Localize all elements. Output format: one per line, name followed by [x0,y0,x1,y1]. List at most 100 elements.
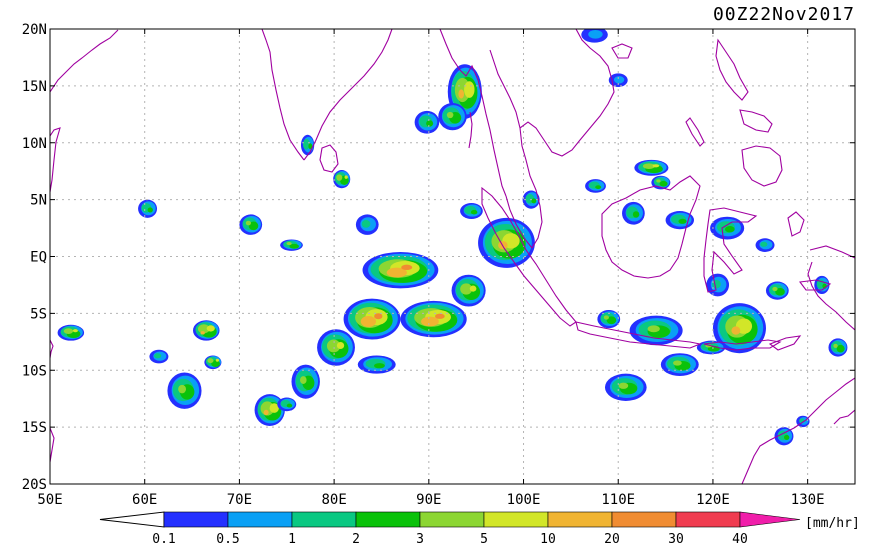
coast-new-guinea [809,245,855,259]
rain-contour [289,243,300,249]
map-title: 00Z22Nov2017 [713,4,855,25]
rain-contour [731,326,741,335]
rain-contour [361,220,371,228]
rain-cell [291,364,320,399]
rain-contour [401,264,413,271]
rain-cell [712,303,766,354]
rain-contour [783,434,790,441]
rain-contour [374,313,383,320]
rain-contour [613,76,625,84]
rain-contour [595,185,602,190]
rain-contour [659,180,668,187]
rain-contour [248,221,259,231]
graticule [50,29,855,484]
rain-contour [446,111,454,119]
coast-malay-west [505,195,533,249]
rain-cell [317,329,355,366]
rain-cell [355,214,379,235]
coast-arabia [50,29,119,93]
coast-maluku [787,211,805,237]
coast-malay-east [489,49,543,249]
rain-layer [57,29,848,446]
colorbar-label: 1 [288,532,296,544]
colorbar-swatch [419,511,485,528]
colorbar-swatch [163,511,229,528]
coast-india-west [261,29,305,161]
colorbar-swatch [675,511,741,528]
rain-cell [660,353,699,376]
lon-tick-label: 50E [37,492,62,508]
rain-contour [531,198,537,204]
coast-philippines-mindanao [741,145,783,187]
rain-contour [775,287,785,296]
rain-contour [386,267,407,278]
rain-contour [760,241,768,247]
rain-cell [581,29,608,43]
rain-cell [451,274,486,307]
rain-cell [608,73,628,88]
rain-contour [470,209,478,215]
coast-seram [798,279,832,291]
rain-contour [460,283,473,295]
colorbar-under-arrow [99,511,165,528]
rain-cell [280,239,303,251]
lat-tick-label: 10N [22,136,47,152]
rain-contour [374,363,385,369]
rain-contour [772,286,778,292]
rain-cell [57,324,85,341]
rain-contour [178,384,187,394]
rain-cell [828,338,848,357]
coast-sulawesi [703,207,758,293]
coast-lesser-sunda [703,339,782,351]
colorbar-label: 40 [732,532,748,544]
rain-contour [200,331,205,335]
coast-java [575,321,702,349]
lon-tick-label: 90E [416,492,441,508]
coast-palawan [685,117,705,147]
lon-tick-label: 80E [321,492,346,508]
coast-indochina [519,29,615,157]
colorbar-swatch [547,511,613,528]
colorbar-label: 0.5 [216,532,239,544]
rain-cell [478,217,535,268]
rain-contour [263,409,269,416]
colorbar-label: 10 [540,532,556,544]
rain-contour [197,324,210,334]
lon-tick-label: 120E [696,492,730,508]
rain-cell [597,309,621,329]
rain-cell [204,355,222,370]
rain-contour [336,341,345,350]
lon-tick-label: 110E [601,492,635,508]
coast-hainan [611,43,633,59]
rain-contour [458,89,465,99]
lat-tick-label: 15S [22,420,47,436]
rain-cell [357,355,396,374]
coastlines [50,29,855,484]
rain-contour [469,285,477,292]
rain-contour [603,315,609,320]
rain-contour [207,358,214,364]
coast-borneo [601,175,701,279]
rain-contour [344,175,348,179]
colorbar-swatch [291,511,357,528]
colorbar-label: 2 [352,532,360,544]
lat-tick-label: 20S [22,477,47,493]
rain-contour [72,329,78,333]
rain-cell [343,298,401,340]
coast-sumatra [481,186,577,327]
rain-contour [678,218,687,224]
rain-cell [149,349,169,364]
coast-india-east [303,29,393,161]
rain-contour [63,328,74,334]
rain-cell [755,238,775,252]
colorbar-label: 0.1 [152,532,175,544]
lon-tick-label: 60E [132,492,157,508]
longitude-axis: 50E 60E 70E 80E 90E 100E 110E 120E 130E [37,29,825,508]
colorbar-swatch [611,511,677,528]
rain-contour [632,211,640,218]
plot-area [50,29,855,484]
rain-cell [333,170,351,189]
rain-contour [606,316,617,325]
rain-contour [302,138,310,150]
